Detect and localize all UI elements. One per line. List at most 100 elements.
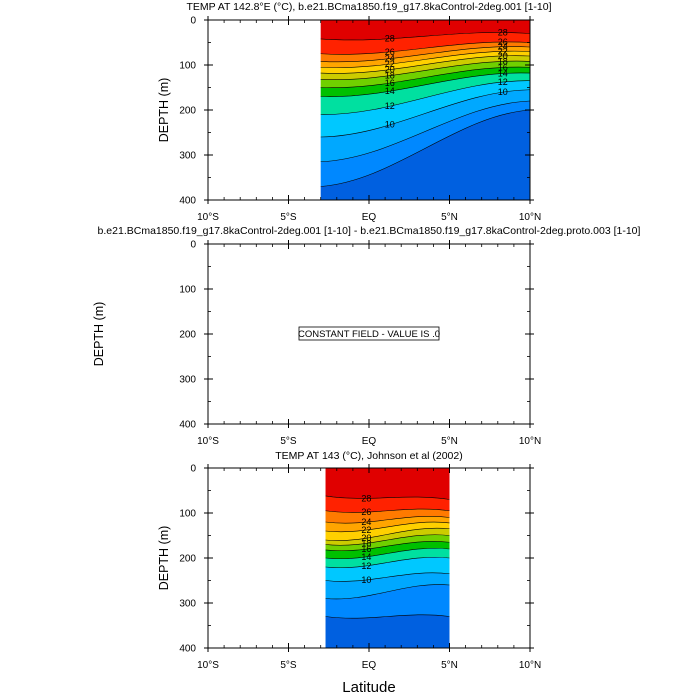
contour-band <box>325 516 450 532</box>
contour-label: 26 <box>361 507 371 517</box>
x-tick-label: 5°N <box>441 660 458 671</box>
contour-label: 22 <box>498 46 508 56</box>
contour-band <box>320 89 530 162</box>
contour-line <box>320 72 531 97</box>
x-tick-label: EQ <box>362 436 377 447</box>
panel-middle-difference: b.e21.BCma1850.f19_g17.8kaControl-2deg.0… <box>92 225 641 447</box>
panel-bottom-title: TEMP AT 143 (°C), Johnson et al (2002) <box>275 450 462 462</box>
constant-field-box <box>298 326 440 341</box>
contour-line <box>325 495 450 500</box>
contour-label: 28 <box>498 27 508 37</box>
x-tick-label: EQ <box>362 212 377 223</box>
contour-band <box>325 495 450 513</box>
contour-line <box>325 572 450 582</box>
contour-band <box>325 522 450 541</box>
panel-top-contour-labels: 28 26 24 22 20 18 16 14 12 10 28 26 24 2… <box>385 27 508 129</box>
y-tick-label: 0 <box>190 464 196 475</box>
contour-line <box>320 46 531 63</box>
contour-label: 16 <box>498 62 508 72</box>
contour-label: 14 <box>498 69 508 79</box>
contour-label: 24 <box>385 54 395 64</box>
panel-middle-y-tick-labels: 0 100 200 300 400 <box>179 240 196 431</box>
contour-line <box>320 80 531 115</box>
panel-top-x-tick-labels: 10°S 5°S EQ 5°N 10°N <box>197 212 541 223</box>
contour-band <box>320 61 530 88</box>
contour-label: 26 <box>498 37 508 47</box>
contour-label: 16 <box>361 544 371 554</box>
contour-label: 18 <box>385 71 395 81</box>
panel-middle-y-axis-label: DEPTH (m) <box>92 302 106 367</box>
contour-line <box>320 60 531 81</box>
x-tick-label: EQ <box>362 660 377 671</box>
contour-band <box>325 557 450 582</box>
x-tick-label: 5°S <box>280 436 297 447</box>
x-tick-label: 10°N <box>519 436 541 447</box>
contour-band <box>325 572 450 599</box>
contour-label: 10 <box>361 575 371 585</box>
y-tick-label: 400 <box>179 420 196 431</box>
contour-label: 18 <box>361 538 371 548</box>
contour-label: 24 <box>361 517 371 527</box>
contour-label: 24 <box>498 42 508 52</box>
contour-line <box>325 584 450 600</box>
y-tick-label: 200 <box>179 554 196 565</box>
contour-label: 26 <box>385 47 395 57</box>
contour-label: 18 <box>498 56 508 66</box>
contour-line <box>320 41 531 55</box>
contour-label: 12 <box>361 561 371 571</box>
contour-band <box>325 528 450 546</box>
x-axis-label-latitude: Latitude <box>342 679 395 696</box>
panel-top-model-temperature: TEMP AT 142.8°E (°C), b.e21.BCma1850.f19… <box>157 1 552 223</box>
contour-line <box>325 516 450 524</box>
contour-band <box>320 110 530 200</box>
panel-bottom-observed-temperature: TEMP AT 143 (°C), Johnson et al (2002) 2… <box>157 450 541 696</box>
contour-line <box>320 100 531 163</box>
panel-top-tick-marks <box>204 16 534 204</box>
y-tick-label: 100 <box>179 285 196 296</box>
contour-line <box>325 534 450 546</box>
contour-band <box>320 101 530 187</box>
contour-line <box>320 32 531 41</box>
y-tick-label: 300 <box>179 151 196 162</box>
x-tick-label: 5°S <box>280 212 297 223</box>
contour-label: 10 <box>498 87 508 97</box>
contour-band <box>320 46 530 68</box>
y-tick-label: 0 <box>190 16 196 27</box>
panel-bottom-contour-lines <box>325 495 450 619</box>
contour-label: 12 <box>498 77 508 87</box>
y-tick-label: 200 <box>179 330 196 341</box>
contour-label: 14 <box>361 552 371 562</box>
contour-line <box>325 614 450 619</box>
x-tick-label: 5°S <box>280 660 297 671</box>
contour-label: 20 <box>498 51 508 61</box>
y-tick-label: 100 <box>179 61 196 72</box>
panel-top-y-axis-label: DEPTH (m) <box>157 78 171 143</box>
contour-label: 28 <box>385 34 395 44</box>
x-tick-label: 10°S <box>197 436 219 447</box>
contour-label: 14 <box>385 86 395 96</box>
panel-top-y-tick-labels: 0 100 200 300 400 <box>179 16 196 207</box>
contour-band <box>320 80 530 137</box>
contour-line <box>325 508 450 513</box>
contour-label: 10 <box>385 120 395 130</box>
contour-label: 16 <box>385 78 395 88</box>
panel-middle-x-tick-labels: 10°S 5°S EQ 5°N 10°N <box>197 436 541 447</box>
contour-label: 20 <box>385 65 395 75</box>
panel-bottom-y-tick-labels: 0 100 200 300 400 <box>179 464 196 655</box>
x-tick-label: 5°N <box>441 436 458 447</box>
y-tick-label: 100 <box>179 509 196 520</box>
contour-line <box>320 55 531 74</box>
panel-top-title: TEMP AT 142.8°E (°C), b.e21.BCma1850.f19… <box>186 1 551 13</box>
contour-label: 20 <box>361 533 371 543</box>
panel-bottom-tick-marks <box>204 464 534 652</box>
x-tick-label: 10°N <box>519 660 541 671</box>
contour-band <box>325 468 450 500</box>
contour-band <box>320 20 530 40</box>
contour-label: 22 <box>361 525 371 535</box>
contour-band <box>320 67 530 97</box>
contour-band <box>320 72 530 115</box>
x-tick-label: 10°S <box>197 660 219 671</box>
x-tick-label: 5°N <box>441 212 458 223</box>
y-tick-label: 200 <box>179 106 196 117</box>
